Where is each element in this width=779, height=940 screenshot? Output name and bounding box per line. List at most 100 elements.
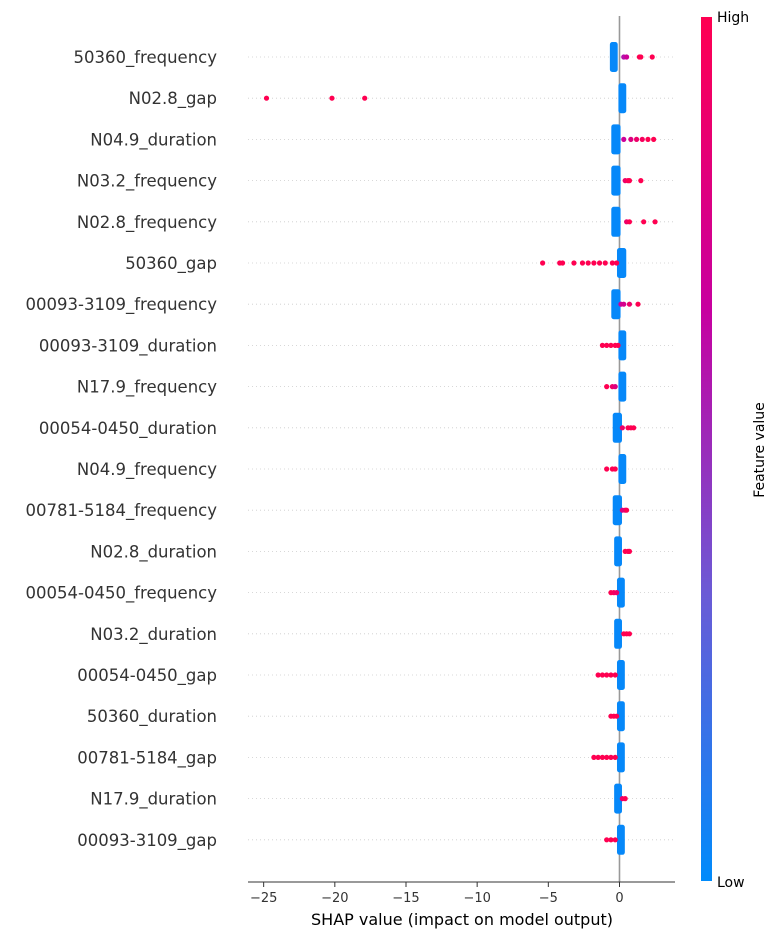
feature-label: N04.9_duration — [90, 130, 217, 150]
feature-label: 50360_frequency — [74, 48, 218, 68]
shap-point — [571, 260, 577, 266]
shap-points — [263, 42, 658, 855]
feature-label: 00781-5184_frequency — [26, 501, 218, 521]
shap-point — [641, 219, 647, 225]
shap-point-cluster — [611, 165, 621, 196]
shap-point — [599, 672, 606, 678]
x-axis-label: SHAP value (impact on model output) — [311, 910, 613, 929]
colorbar-gradient — [701, 17, 712, 881]
feature-label: 00093-3109_frequency — [26, 295, 218, 315]
feature-label: N03.2_frequency — [77, 172, 217, 192]
shap-point-cluster — [611, 289, 621, 320]
shap-point — [585, 260, 591, 266]
shap-point-cluster — [616, 701, 625, 732]
shap-point-cluster — [616, 577, 625, 608]
shap-point — [362, 95, 368, 101]
shap-point — [649, 54, 655, 60]
shap-point — [621, 136, 627, 142]
shap-point — [595, 754, 601, 761]
shap-point-cluster — [611, 206, 621, 237]
colorbar-high-label: High — [717, 10, 749, 26]
feature-label: N03.2_duration — [90, 625, 217, 645]
shap-point — [612, 672, 618, 678]
shap-point-cluster — [611, 124, 621, 155]
shap-point — [604, 466, 610, 472]
shap-point — [612, 754, 618, 761]
feature-label: N17.9_duration — [90, 790, 217, 810]
feature-label: 00781-5184_gap — [77, 748, 217, 768]
shap-point — [540, 260, 546, 266]
shap-point — [591, 754, 597, 761]
feature-label: N02.8_duration — [90, 542, 217, 562]
shap-point — [599, 342, 606, 348]
shap-point — [621, 301, 627, 307]
feature-label: 00054-0450_gap — [77, 666, 217, 686]
x-tick-label: −15 — [392, 891, 419, 906]
shap-point-cluster — [616, 248, 627, 278]
shap-point — [608, 672, 614, 678]
feature-label: N02.8_frequency — [77, 213, 217, 233]
shap-point-cluster — [618, 371, 627, 402]
feature-labels: 50360_frequency N02.8_gap N04.9_duration N0… — [26, 48, 218, 851]
feature-label: 00093-3109_gap — [77, 831, 217, 851]
x-tick-label: −25 — [250, 891, 277, 906]
feature-label: 00054-0450_duration — [39, 419, 217, 439]
shap-point — [604, 837, 610, 843]
shap-point — [626, 631, 633, 637]
shap-point — [651, 136, 657, 142]
x-tick-label: −10 — [463, 891, 490, 906]
shap-point-cluster — [612, 495, 622, 526]
x-tick-label: −5 — [539, 891, 558, 906]
shap-point — [639, 136, 645, 142]
shap-point-cluster — [612, 412, 622, 443]
shap-point — [652, 219, 658, 225]
feature-label: 00093-3109_duration — [39, 336, 217, 356]
feature-label: 00054-0450_frequency — [26, 584, 218, 604]
shap-point — [638, 178, 644, 184]
shap-point — [635, 301, 641, 307]
shap-point — [626, 178, 633, 184]
shap-point — [608, 342, 614, 348]
shap-point — [579, 260, 586, 266]
shap-point — [559, 260, 566, 266]
shap-point-cluster — [618, 83, 627, 114]
shap-point — [614, 260, 620, 266]
shap-point — [591, 260, 597, 266]
shap-point — [599, 754, 606, 761]
shap-point — [645, 136, 651, 142]
shap-point — [596, 260, 603, 266]
shap-point — [626, 219, 633, 225]
shap-point-cluster — [614, 783, 622, 814]
x-tick-label: 0 — [615, 891, 623, 906]
shap-point — [614, 590, 620, 596]
shap-point — [615, 342, 621, 348]
shap-point — [604, 672, 610, 678]
shap-point — [608, 754, 614, 761]
shap-point — [622, 796, 628, 802]
shap-point — [624, 54, 630, 60]
shap-point — [612, 466, 618, 472]
shap-point — [624, 507, 630, 513]
shap-point-cluster — [614, 536, 622, 567]
feature-label: N17.9_frequency — [77, 378, 217, 398]
shap-point-cluster — [614, 618, 622, 649]
shap-point — [595, 672, 601, 678]
shap-point — [626, 301, 633, 307]
x-axis: −25 −20 −15 −10 −5 0 — [248, 881, 675, 906]
shap-point — [608, 837, 614, 843]
shap-point — [614, 713, 620, 719]
shap-point — [628, 136, 634, 142]
shap-point-cluster — [616, 824, 625, 855]
feature-label: N02.8_gap — [129, 89, 217, 109]
shap-point — [329, 95, 335, 101]
shap-point-cluster — [618, 454, 627, 484]
x-tick-label: −20 — [321, 891, 348, 906]
colorbar-low-label: Low — [717, 875, 745, 891]
shap-point-cluster — [618, 330, 627, 361]
shap-point — [604, 342, 610, 348]
shap-point-cluster — [616, 742, 625, 773]
shap-point — [619, 425, 625, 431]
shap-point — [602, 260, 608, 266]
shap-point — [609, 260, 615, 266]
